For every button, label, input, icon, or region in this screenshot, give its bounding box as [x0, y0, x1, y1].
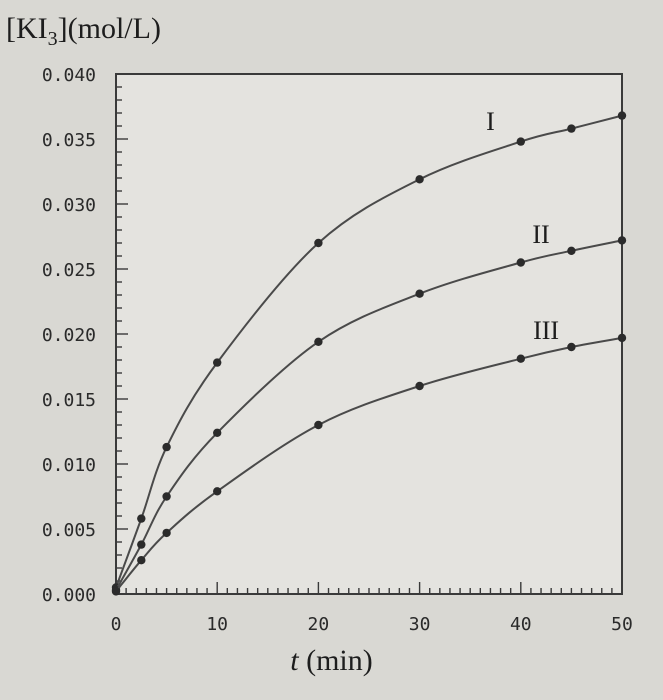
- data-point-III: [617, 333, 627, 343]
- y-tick-label: 0.015: [42, 390, 96, 411]
- data-point-I: [137, 514, 146, 523]
- x-tick-label: 30: [409, 614, 431, 635]
- y-axis-title-bracket: [KI: [6, 12, 48, 45]
- y-tick-label: 0.040: [42, 65, 96, 86]
- data-point-II: [617, 236, 627, 245]
- series-label-I: I: [486, 107, 495, 136]
- y-axis-title: [KI3](mol/L): [6, 12, 161, 51]
- x-axis-variable: t: [290, 644, 299, 677]
- y-tick-label: 0.000: [42, 585, 96, 606]
- data-point-II: [567, 246, 576, 255]
- x-axis-unit: (min): [306, 644, 373, 677]
- data-point-I: [213, 358, 222, 367]
- data-point-II: [415, 289, 424, 298]
- data-point-I: [567, 124, 576, 133]
- data-point-II: [137, 540, 146, 549]
- data-point-III: [111, 587, 121, 596]
- x-tick-label: 50: [611, 614, 633, 635]
- data-point-II: [516, 258, 525, 267]
- y-tick-label: 0.030: [42, 195, 96, 216]
- y-tick-label: 0.020: [42, 325, 96, 346]
- x-tick-label: 10: [206, 614, 228, 635]
- data-point-III: [567, 342, 576, 352]
- data-point-II: [213, 428, 222, 437]
- x-tick-label: 40: [510, 614, 532, 635]
- x-tick-label: 20: [308, 614, 330, 635]
- data-point-I: [415, 175, 424, 184]
- data-point-III: [162, 528, 171, 538]
- data-point-I: [617, 111, 627, 120]
- plot-frame: [115, 73, 623, 595]
- x-axis-title: t (min): [0, 644, 663, 678]
- y-tick-label: 0.005: [42, 520, 96, 541]
- x-tick-label: 0: [111, 614, 122, 635]
- data-point-II: [314, 337, 323, 346]
- data-point-III: [516, 354, 525, 363]
- data-point-I: [162, 442, 171, 452]
- series-label-III: III: [533, 316, 559, 345]
- data-point-III: [314, 420, 323, 430]
- data-point-III: [213, 487, 222, 496]
- data-point-III: [415, 381, 424, 391]
- series-label-II: II: [532, 220, 549, 249]
- y-tick-label: 0.025: [42, 260, 96, 281]
- y-tick-label: 0.035: [42, 130, 96, 151]
- data-point-II: [162, 492, 171, 501]
- series-line-I: [115, 114, 623, 588]
- y-axis-title-unit: ](mol/L): [57, 12, 161, 45]
- y-tick-label: 0.010: [42, 455, 96, 476]
- data-point-I: [314, 238, 323, 248]
- y-axis-title-subscript: 3: [47, 28, 58, 50]
- data-point-I: [516, 137, 525, 146]
- data-point-III: [137, 556, 146, 565]
